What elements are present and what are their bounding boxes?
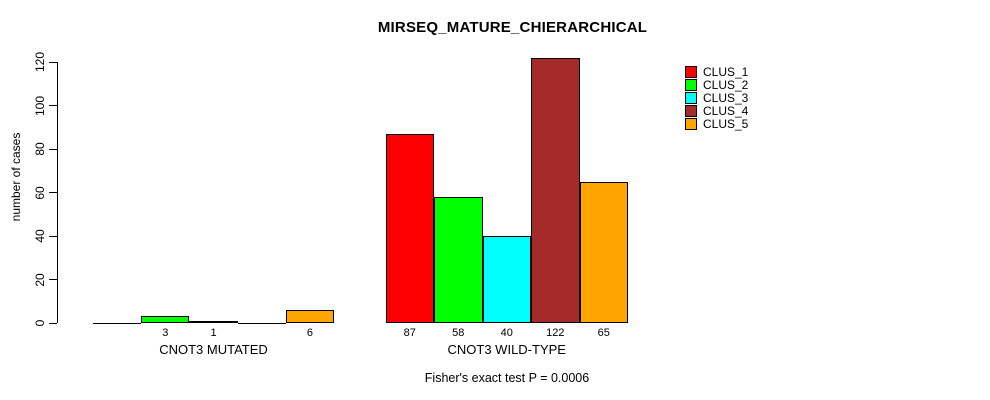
legend-label-clus_3: CLUS_3 (703, 91, 749, 105)
bar-clus_1-group1 (93, 323, 142, 324)
y-axis-title: number of cases (9, 132, 23, 222)
y-axis-line (57, 62, 58, 323)
legend-label-clus_2: CLUS_2 (703, 78, 749, 92)
bar-value-label: 58 (452, 327, 465, 339)
y-tick-label: 20 (33, 272, 47, 287)
bar-clus_5-group2 (579, 181, 628, 323)
bar-value-label: 1 (210, 327, 217, 339)
group-label-1: CNOT3 MUTATED (159, 342, 268, 357)
y-tick-mark (49, 148, 57, 150)
legend-swatch-clus_2 (685, 79, 697, 91)
group-label-2: CNOT3 WILD-TYPE (447, 342, 566, 357)
bar-clus_1-group2 (385, 133, 434, 323)
y-tick-label: 80 (33, 142, 47, 156)
bar-value-label: 65 (597, 327, 610, 339)
y-tick-mark (49, 61, 57, 63)
bar-clus_5-group1 (285, 309, 334, 323)
legend-swatch-clus_3 (685, 92, 697, 104)
bar-clus_3-group2 (482, 236, 531, 323)
legend-label-clus_1: CLUS_1 (703, 65, 749, 79)
bar-value-label: 3 (162, 327, 169, 339)
y-tick-mark (49, 192, 57, 193)
y-tick-label: 120 (33, 51, 47, 73)
bar-clus_2-group2 (434, 196, 483, 323)
bar-clus_4-group2 (531, 57, 580, 323)
legend-swatch-clus_5 (685, 118, 697, 130)
bar-value-label: 6 (306, 327, 313, 339)
legend-label-clus_5: CLUS_5 (703, 117, 749, 131)
annotation-text: Fisher's exact test P = 0.0006 (424, 371, 590, 385)
legend-swatch-clus_4 (685, 105, 697, 117)
y-tick-mark (49, 235, 57, 237)
y-tick-mark (49, 322, 57, 324)
y-tick-label: 0 (33, 319, 47, 327)
bar-value-label: 122 (546, 327, 565, 339)
bar-value-label: 40 (500, 327, 513, 339)
y-tick-mark (49, 279, 57, 280)
y-tick-label: 100 (33, 95, 47, 116)
bar-clus_2-group1 (141, 316, 190, 323)
legend-swatch-clus_1 (685, 66, 697, 78)
bar-clus_4-group1 (237, 323, 286, 324)
legend-label-clus_4: CLUS_4 (703, 104, 749, 118)
chart-title: MIRSEQ_MATURE_CHIERARCHICAL (377, 19, 648, 36)
y-tick-mark (49, 105, 57, 106)
bar-clus_3-group1 (189, 320, 238, 323)
y-tick-label: 60 (33, 185, 47, 200)
y-tick-label: 40 (33, 229, 47, 243)
bar-value-label: 87 (403, 327, 416, 339)
